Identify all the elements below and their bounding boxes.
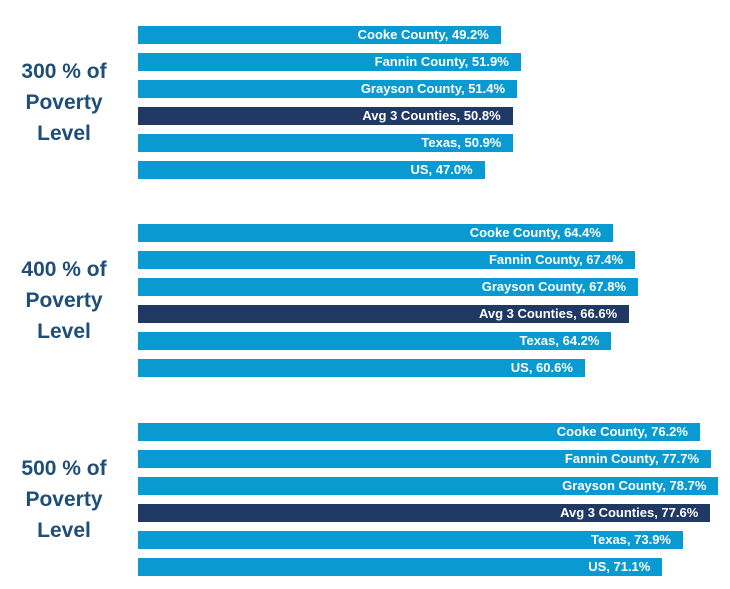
chart-group-3-bar	[138, 504, 711, 522]
chart-group-2-title-line: 400 % of	[21, 258, 107, 281]
chart-group-1-title: 300 % of Poverty Level	[0, 56, 128, 149]
chart-group-3-title-line: Poverty	[25, 488, 103, 511]
chart-group-3-title: 500 % of Poverty Level	[0, 453, 128, 546]
chart-group-3-bar	[138, 558, 663, 576]
chart-group-3-bar	[138, 477, 719, 495]
chart-group-3-title-line: Level	[37, 519, 91, 542]
chart-group-2-title: 400 % of Poverty Level	[0, 254, 128, 347]
chart-group-2-bar-label: Cooke County, 64.4%	[469, 225, 601, 240]
chart-group-2-bar-label: US, 60.6%	[510, 360, 573, 375]
chart-group-3-bar-label: US, 71.1%	[588, 559, 651, 574]
chart-group-1-title-line: Poverty	[25, 91, 103, 114]
chart-group-3-bar-label: Cooke County, 76.2%	[556, 424, 688, 439]
chart-group-3-bar	[138, 423, 700, 441]
chart-group-3-title-line: 500 % of	[21, 457, 107, 480]
chart-group-2-bar	[138, 224, 613, 242]
chart-group-2-bar-label: Texas, 64.2%	[519, 333, 600, 348]
chart-group-1-bar	[138, 107, 513, 125]
chart-group-1-bar-label: Cooke County, 49.2%	[357, 27, 489, 42]
chart-group-2-bar-label: Grayson County, 67.8%	[481, 279, 627, 294]
chart-group-1-bar-label: Texas, 50.9%	[421, 135, 502, 150]
chart-group-3-bar-label: Texas, 73.9%	[591, 532, 671, 547]
chart-group-2-bar	[138, 251, 636, 269]
chart-group-2-bar	[138, 278, 639, 296]
chart-group-3-bar-label: Grayson County, 78.7%	[562, 478, 707, 493]
chart-group-1-bar	[138, 161, 485, 179]
chart-group-3-bar-label: Avg 3 Counties, 77.6%	[560, 505, 699, 520]
chart-group-2-bar-label: Avg 3 Counties, 66.6%	[478, 306, 618, 321]
chart-group-2-bar	[138, 305, 630, 323]
chart-group-2-bar	[138, 359, 585, 377]
chart-group-1-bar-label: Grayson County, 51.4%	[360, 81, 506, 96]
chart-group-1-title-line: Level	[37, 122, 91, 145]
chart-group-1-bar	[138, 80, 518, 98]
chart-group-1-bar	[138, 26, 501, 44]
chart-group-1-bar-label: Fannin County, 51.9%	[374, 54, 509, 69]
chart-group-3-bar	[138, 531, 683, 549]
chart-group-1-bar-label: US, 47.0%	[410, 162, 473, 177]
chart-group-2-bar	[138, 332, 612, 350]
chart-group-3-bar-label: Fannin County, 77.7%	[564, 451, 700, 466]
chart-group-1-bar	[138, 134, 514, 152]
chart-group-2-title-line: Poverty	[25, 289, 103, 312]
chart-group-2-bar-label: Fannin County, 67.4%	[488, 252, 624, 267]
chart-group-1-bar-label: Avg 3 Counties, 50.8%	[362, 108, 501, 123]
chart-group-1-bar	[138, 53, 521, 71]
chart-group-3-bar	[138, 450, 712, 468]
chart-group-2-title-line: Level	[37, 320, 91, 343]
chart-group-1-title-line: 300 % of	[21, 60, 107, 83]
